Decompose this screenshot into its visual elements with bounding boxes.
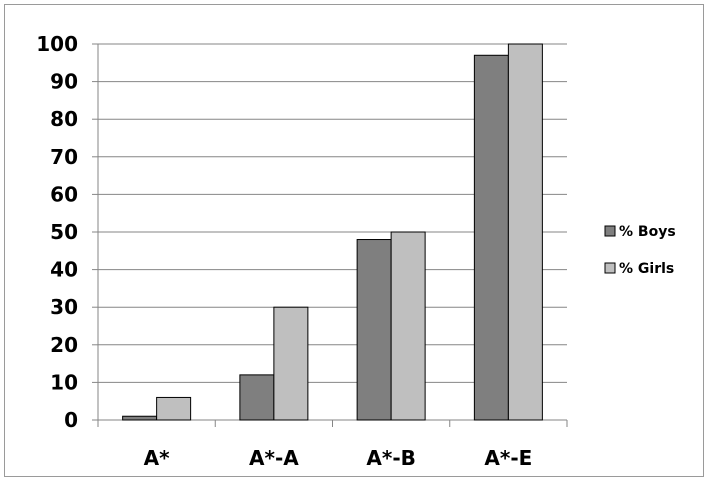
legend-swatch-girls <box>604 262 616 274</box>
x-tick-label: A*-B <box>366 446 415 470</box>
y-tick-labels: 0 10 20 30 40 50 60 70 80 90 100 <box>36 32 78 432</box>
y-tick-label: 40 <box>50 258 78 282</box>
bar-girls <box>507 43 543 421</box>
y-tick-label: 20 <box>50 333 78 357</box>
bar-boys <box>122 415 158 421</box>
y-tick-label: 70 <box>50 145 78 169</box>
bar-boys <box>473 54 509 421</box>
bar-girls <box>390 231 426 421</box>
x-tick-label: A*-E <box>484 446 532 470</box>
chart-frame <box>4 4 704 477</box>
legend: % Boys % Girls <box>604 224 676 277</box>
y-tick-label: 90 <box>50 70 78 94</box>
x-tick-label: A*-A <box>249 446 299 470</box>
bar-boys <box>356 239 392 421</box>
y-tick-label: 30 <box>50 295 78 319</box>
y-tick-label: 80 <box>50 107 78 131</box>
bar-boys <box>239 374 275 421</box>
x-tick-labels: A* A*-A A*-B A*-E <box>144 446 533 470</box>
y-tick-label: 0 <box>64 408 78 432</box>
legend-swatch-boys <box>604 225 616 237</box>
bar-girls <box>273 306 309 421</box>
y-tick-label: 50 <box>50 220 78 244</box>
x-tick-label: A* <box>144 446 170 470</box>
legend-label-girls: % Girls <box>619 261 674 277</box>
y-tick-label: 100 <box>36 32 78 56</box>
legend-label-boys: % Boys <box>619 224 676 240</box>
y-tick-label: 10 <box>50 370 78 394</box>
bar-girls <box>156 396 192 421</box>
bars <box>122 43 543 421</box>
y-tick-label: 60 <box>50 182 78 206</box>
